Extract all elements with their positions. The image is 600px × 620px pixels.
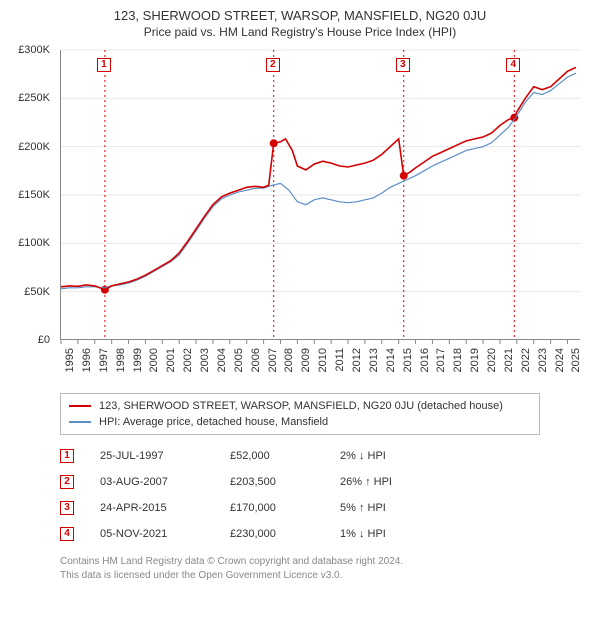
footer-line2: This data is licensed under the Open Gov… xyxy=(60,569,540,583)
x-tick-label: 2023 xyxy=(537,348,549,378)
x-tick-label: 2012 xyxy=(351,348,363,378)
x-tick-label: 2018 xyxy=(452,348,464,378)
legend-row-hpi: HPI: Average price, detached house, Mans… xyxy=(69,414,531,430)
x-tick-label: 2009 xyxy=(300,348,312,378)
page-container: 123, SHERWOOD STREET, WARSOP, MANSFIELD,… xyxy=(0,0,600,592)
table-marker: 3 xyxy=(60,501,74,515)
table-price: £203,500 xyxy=(230,476,340,488)
table-row: 3 24-APR-2015£170,0005% ↑ HPI xyxy=(60,495,540,521)
x-tick-label: 2016 xyxy=(419,348,431,378)
event-marker-2: 2 xyxy=(266,58,280,72)
event-marker-4: 4 xyxy=(506,58,520,72)
table-row: 2 03-AUG-2007£203,50026% ↑ HPI xyxy=(60,469,540,495)
y-tick-label: £250K xyxy=(10,92,50,104)
table-delta: 2% ↓ HPI xyxy=(340,450,460,462)
x-tick-label: 2004 xyxy=(216,348,228,378)
legend: 123, SHERWOOD STREET, WARSOP, MANSFIELD,… xyxy=(60,393,540,435)
legend-swatch-property xyxy=(69,405,91,407)
y-tick-label: £150K xyxy=(10,189,50,201)
x-tick-label: 2007 xyxy=(267,348,279,378)
x-tick-label: 2022 xyxy=(520,348,532,378)
table-price: £230,000 xyxy=(230,528,340,540)
table-price: £52,000 xyxy=(230,450,340,462)
legend-row-property: 123, SHERWOOD STREET, WARSOP, MANSFIELD,… xyxy=(69,398,531,414)
x-tick-label: 1997 xyxy=(98,348,110,378)
table-date: 03-AUG-2007 xyxy=(100,476,230,488)
x-tick-label: 1996 xyxy=(81,348,93,378)
table-date: 05-NOV-2021 xyxy=(100,528,230,540)
x-tick-label: 2010 xyxy=(317,348,329,378)
x-tick-label: 2008 xyxy=(283,348,295,378)
x-tick-label: 2021 xyxy=(503,348,515,378)
legend-swatch-hpi xyxy=(69,421,91,423)
x-tick-label: 1995 xyxy=(64,348,76,378)
table-price: £170,000 xyxy=(230,502,340,514)
x-tick-label: 2002 xyxy=(182,348,194,378)
x-tick-label: 2020 xyxy=(486,348,498,378)
x-tick-label: 2015 xyxy=(402,348,414,378)
table-delta: 5% ↑ HPI xyxy=(340,502,460,514)
footer-attribution: Contains HM Land Registry data © Crown c… xyxy=(60,555,540,582)
table-row: 4 05-NOV-2021£230,0001% ↓ HPI xyxy=(60,521,540,547)
table-delta: 26% ↑ HPI xyxy=(340,476,460,488)
x-tick-label: 2014 xyxy=(385,348,397,378)
y-tick-label: £100K xyxy=(10,237,50,249)
table-marker: 4 xyxy=(60,527,74,541)
y-tick-label: £50K xyxy=(10,286,50,298)
y-tick-label: £300K xyxy=(10,44,50,56)
table-row: 1 25-JUL-1997£52,0002% ↓ HPI xyxy=(60,443,540,469)
table-marker: 1 xyxy=(60,449,74,463)
table-delta: 1% ↓ HPI xyxy=(340,528,460,540)
x-tick-label: 2017 xyxy=(435,348,447,378)
x-tick-label: 2006 xyxy=(250,348,262,378)
plot-svg xyxy=(61,50,581,340)
legend-label-property: 123, SHERWOOD STREET, WARSOP, MANSFIELD,… xyxy=(99,400,503,412)
x-tick-label: 2024 xyxy=(554,348,566,378)
x-tick-label: 2001 xyxy=(165,348,177,378)
chart-subtitle: Price paid vs. HM Land Registry's House … xyxy=(10,25,590,39)
chart-area: 1 2 3 4 £0 £50K £100K £150K £200K £250K £300K 1995 1… xyxy=(10,45,590,385)
events-table: 125-JUL-1997£52,0002% ↓ HPI203-AUG-2007£… xyxy=(60,443,540,547)
x-tick-label: 2005 xyxy=(233,348,245,378)
event-marker-1: 1 xyxy=(97,58,111,72)
plot-region xyxy=(60,50,580,340)
legend-label-hpi: HPI: Average price, detached house, Mans… xyxy=(99,416,328,428)
event-marker-3: 3 xyxy=(396,58,410,72)
y-tick-label: £200K xyxy=(10,141,50,153)
table-date: 24-APR-2015 xyxy=(100,502,230,514)
x-tick-label: 2013 xyxy=(368,348,380,378)
chart-title: 123, SHERWOOD STREET, WARSOP, MANSFIELD,… xyxy=(10,8,590,23)
x-tick-label: 2019 xyxy=(469,348,481,378)
x-tick-label: 2003 xyxy=(199,348,211,378)
x-tick-label: 2011 xyxy=(334,348,346,378)
x-tick-label: 1998 xyxy=(115,348,127,378)
table-marker: 2 xyxy=(60,475,74,489)
x-tick-label: 2025 xyxy=(570,348,582,378)
y-tick-label: £0 xyxy=(10,334,50,346)
x-tick-label: 2000 xyxy=(148,348,160,378)
x-tick-label: 1999 xyxy=(132,348,144,378)
table-date: 25-JUL-1997 xyxy=(100,450,230,462)
footer-line1: Contains HM Land Registry data © Crown c… xyxy=(60,555,540,569)
